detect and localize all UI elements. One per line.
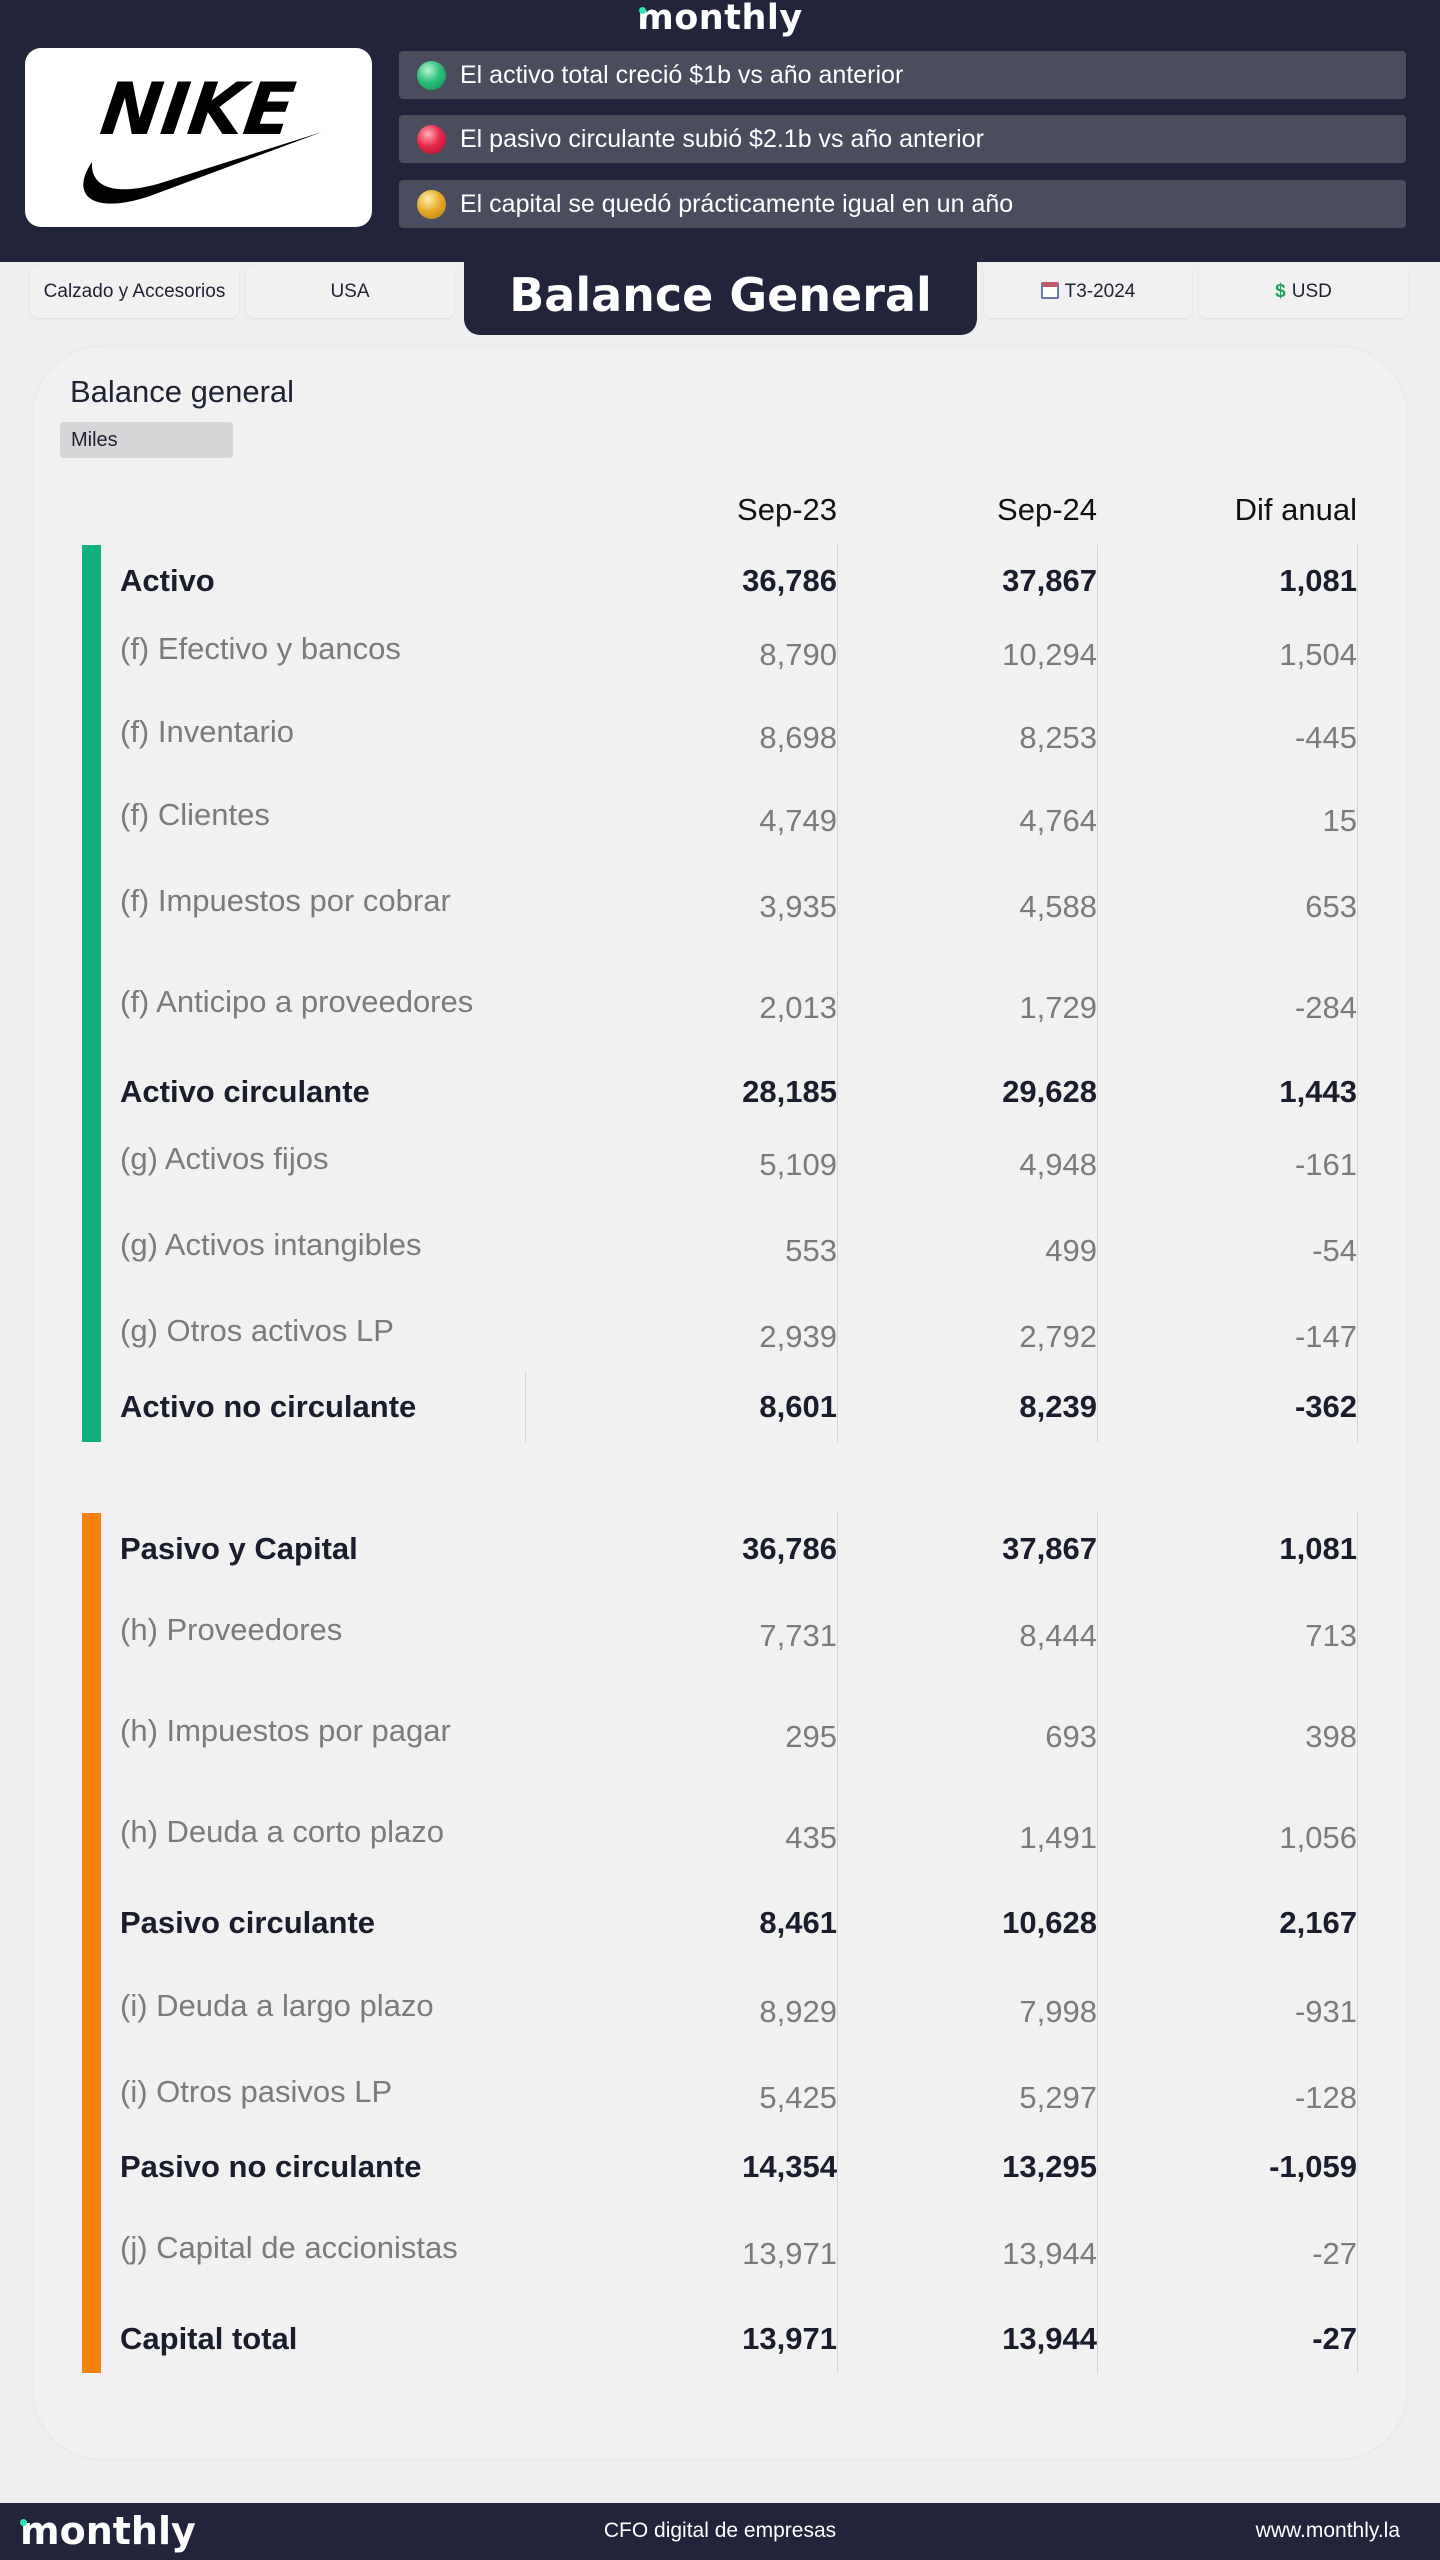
table-row: (g) Activos intangibles 553 499 -54 xyxy=(120,1227,1357,1268)
period-filter[interactable]: T3-2024 xyxy=(984,266,1192,318)
column-divider xyxy=(1357,1513,1358,2373)
amber-status-icon xyxy=(417,190,446,219)
table-row: (h) Proveedores 7,731 8,444 713 xyxy=(120,1612,1357,1653)
table-row: Capital total 13,971 13,944 -27 xyxy=(120,2321,1357,2356)
table-row: Pasivo y Capital 36,786 37,867 1,081 xyxy=(120,1531,1357,1566)
footer-tagline: CFO digital de empresas xyxy=(603,2519,837,2542)
table-row: (f) Anticipo a proveedores 2,013 1,729 -… xyxy=(120,984,1357,1025)
column-divider xyxy=(1097,545,1098,1442)
insight-text: El pasivo circulante subió $2.1b vs año … xyxy=(460,125,984,153)
insight-text: El capital se quedó prácticamente igual … xyxy=(460,190,1014,218)
table-row: (f) Clientes 4,749 4,764 15 xyxy=(120,797,1357,838)
table-row: (i) Deuda a largo plazo 8,929 7,998 -931 xyxy=(120,1988,1357,2029)
column-header-diff: Dif anual xyxy=(1234,492,1357,527)
company-logo-card: NIKE xyxy=(25,48,372,227)
nike-swoosh-logo-icon: NIKE xyxy=(83,68,323,204)
brand-dot-icon xyxy=(20,2519,27,2526)
country-filter[interactable]: USA xyxy=(246,266,454,318)
column-divider xyxy=(525,1372,526,1442)
svg-text:NIKE: NIKE xyxy=(96,68,300,152)
table-row: Pasivo circulante 8,461 10,628 2,167 xyxy=(120,1905,1357,1940)
column-divider xyxy=(1097,1513,1098,2373)
insight-liabilities: El pasivo circulante subió $2.1b vs año … xyxy=(399,115,1406,163)
liabilities-section-bar xyxy=(82,1513,101,2373)
footer-brand-logo: monthly xyxy=(20,2509,196,2553)
currency-filter[interactable]: $ USD xyxy=(1199,266,1408,318)
column-divider xyxy=(837,1513,838,2373)
column-divider xyxy=(1357,545,1358,1442)
brand-logo-top: monthly xyxy=(637,0,803,38)
column-header-sep23: Sep-23 xyxy=(737,492,837,527)
page-title: Balance General xyxy=(464,262,977,335)
red-status-icon xyxy=(417,125,446,154)
units-badge: Miles xyxy=(60,422,233,458)
table-row: (h) Impuestos por pagar 295 693 398 xyxy=(120,1713,1357,1754)
table-row: Activo circulante 28,185 29,628 1,443 xyxy=(120,1074,1357,1109)
table-row: (f) Efectivo y bancos 8,790 10,294 1,504 xyxy=(120,631,1357,672)
table-row: (h) Deuda a corto plazo 435 1,491 1,056 xyxy=(120,1814,1357,1855)
industry-filter[interactable]: Calzado y Accesorios xyxy=(30,266,239,318)
footer-url-link[interactable]: www.monthly.la xyxy=(1255,2519,1400,2542)
footer-bar: monthly CFO digital de empresas www.mont… xyxy=(0,2503,1440,2560)
calendar-icon xyxy=(1040,282,1059,299)
table-row: (f) Inventario 8,698 8,253 -445 xyxy=(120,714,1357,755)
table-row: (f) Impuestos por cobrar 3,935 4,588 653 xyxy=(120,883,1357,924)
table-row: Pasivo no circulante 14,354 13,295 -1,05… xyxy=(120,2149,1357,2184)
table-row: (g) Activos fijos 5,109 4,948 -161 xyxy=(120,1141,1357,1182)
table-row: Activo no circulante 8,601 8,239 -362 xyxy=(120,1389,1357,1424)
insight-assets: El activo total creció $1b vs año anteri… xyxy=(399,51,1406,99)
insight-equity: El capital se quedó prácticamente igual … xyxy=(399,180,1406,228)
insight-text: El activo total creció $1b vs año anteri… xyxy=(460,61,904,89)
table-row: (g) Otros activos LP 2,939 2,792 -147 xyxy=(120,1313,1357,1354)
header-bar: monthly NIKE El activo total creció $1b … xyxy=(0,0,1440,262)
balance-card xyxy=(33,347,1407,2459)
table-row: (i) Otros pasivos LP 5,425 5,297 -128 xyxy=(120,2074,1357,2115)
table-title: Balance general xyxy=(70,374,295,409)
column-header-sep24: Sep-24 xyxy=(997,492,1097,527)
dollar-icon: $ xyxy=(1275,281,1286,302)
table-row: Activo 36,786 37,867 1,081 xyxy=(120,563,1357,598)
assets-section-bar xyxy=(82,545,101,1442)
brand-dot-icon xyxy=(639,7,647,14)
table-row: (j) Capital de accionistas 13,971 13,944… xyxy=(120,2230,1357,2271)
green-status-icon xyxy=(417,61,446,90)
column-divider xyxy=(837,545,838,1442)
